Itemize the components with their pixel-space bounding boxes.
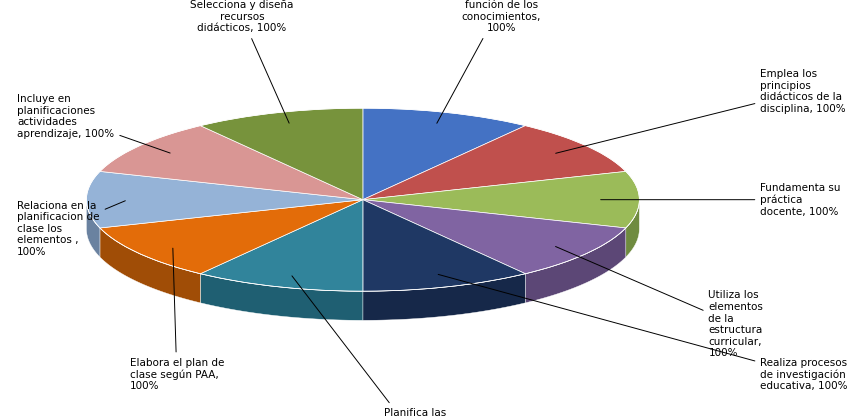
Text: Utiliza los
elementos
de la
estructura
curricular,
100%: Utiliza los elementos de la estructura c… — [556, 247, 764, 359]
Polygon shape — [363, 274, 525, 320]
Polygon shape — [363, 126, 626, 200]
Polygon shape — [200, 274, 363, 320]
Polygon shape — [86, 200, 100, 257]
Polygon shape — [200, 200, 363, 291]
Polygon shape — [100, 228, 200, 303]
Polygon shape — [525, 228, 626, 303]
Polygon shape — [626, 200, 639, 257]
Text: Planifica las
actividades de
acuerdo al
Currículo
Nacional, 100%: Planifica las actividades de acuerdo al … — [292, 276, 455, 416]
Text: Selecciona y diseña
recursos
didácticos, 100%: Selecciona y diseña recursos didácticos,… — [190, 0, 294, 123]
Text: Relaciona en la
planificacion de
clase los
elementos ,
100%: Relaciona en la planificacion de clase l… — [17, 201, 125, 257]
Polygon shape — [86, 171, 363, 228]
Text: Elabora el plan de
clase según PAA,
100%: Elabora el plan de clase según PAA, 100% — [130, 248, 224, 391]
Polygon shape — [100, 126, 363, 200]
Text: Fundamenta su
práctica
docente, 100%: Fundamenta su práctica docente, 100% — [600, 183, 841, 217]
Text: Orienta el
aprendizaje en
función de los
conocimientos,
100%: Orienta el aprendizaje en función de los… — [437, 0, 541, 123]
Polygon shape — [100, 200, 363, 274]
Polygon shape — [363, 108, 525, 200]
Polygon shape — [363, 200, 525, 291]
Polygon shape — [200, 108, 363, 200]
Text: Incluye en
planificaciones
actividades
aprendizaje, 100%: Incluye en planificaciones actividades a… — [17, 94, 170, 153]
Polygon shape — [363, 200, 626, 274]
Polygon shape — [363, 171, 639, 228]
Text: Emplea los
principios
didácticos de la
disciplina, 100%: Emplea los principios didácticos de la d… — [556, 69, 846, 153]
Text: Realiza procesos
de investigación
educativa, 100%: Realiza procesos de investigación educat… — [438, 275, 848, 391]
